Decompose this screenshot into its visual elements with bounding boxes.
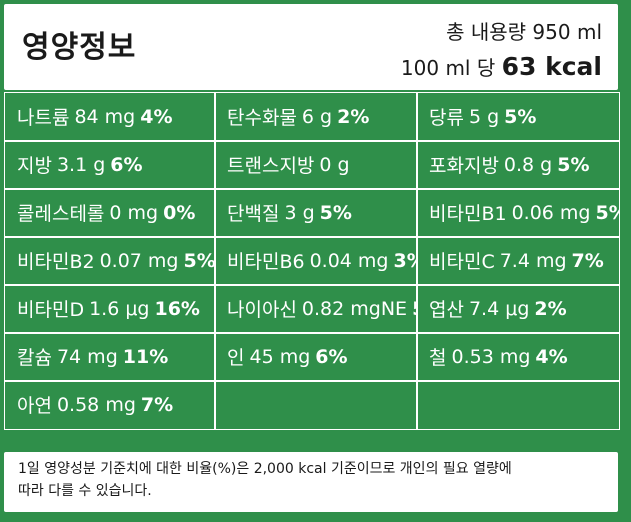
nutrient-amount: 3.1 g [56, 153, 106, 176]
nutrient-cell: 철 0.53 mg 4% [416, 332, 620, 382]
nutrient-percent: 4% [140, 105, 173, 128]
nutrient-percent: 6% [110, 153, 143, 176]
nutrient-amount: 74 mg [56, 345, 118, 368]
nutrient-cell: 단백질 3 g 5% [214, 188, 418, 238]
nutrient-cell [214, 380, 418, 430]
nutrient-cell [416, 380, 620, 430]
nutrient-amount: 7.4 mg [499, 249, 567, 272]
nutrient-amount: 1.6 μg [89, 297, 150, 320]
nutrient-cell: 포화지방 0.8 g 5% [416, 140, 620, 190]
calories-value: 63 kcal [501, 52, 602, 81]
per-serving-calories: 100 ml 당 63 kcal [401, 52, 602, 81]
nutrient-cell: 당류 5 g 5% [416, 92, 620, 142]
nutrient-percent: 5% [557, 153, 590, 176]
nutrient-percent: 5% [183, 249, 216, 272]
nutrient-amount: 6 g [301, 105, 333, 128]
nutrient-amount: 0.06 mg [511, 201, 591, 224]
per-serving-prefix: 100 ml 당 [400, 56, 496, 80]
nutrient-percent: 4% [535, 345, 568, 368]
nutrient-name: 트랜스지방 [227, 155, 315, 178]
nutrient-cell: 비타민C 7.4 mg 7% [416, 236, 620, 286]
nutrient-amount: 0.04 mg [309, 249, 389, 272]
nutrient-name: 아연 [17, 395, 52, 418]
nutrient-grid: 나트륨 84 mg 4% 탄수화물 6 g 2% 당류 5 g 5% 지방 3.1 g 6% 트랜스지방… [4, 92, 620, 430]
nutrient-name: 나이아신 [227, 299, 297, 322]
nutrient-name: 칼슘 [17, 347, 52, 370]
nutrient-name: 철 [429, 347, 447, 370]
nutrient-name: 비타민B6 [227, 251, 305, 274]
nutrient-cell: 비타민D 1.6 μg 16% [4, 284, 216, 334]
nutrient-name: 탄수화물 [227, 107, 297, 130]
nutrient-amount: 0 g [319, 153, 350, 176]
nutrient-amount: 7.4 μg [468, 297, 530, 320]
nutrient-percent: 7% [140, 393, 174, 416]
nutrient-percent: 16% [154, 297, 200, 320]
nutrient-percent: 5% [319, 201, 352, 224]
nutrient-name: 비타민D [17, 299, 85, 322]
nutrient-name: 콜레스테롤 [17, 203, 105, 226]
nutrient-amount: 0.8 g [503, 153, 553, 176]
nutrient-cell: 트랜스지방 0 g [214, 140, 418, 190]
nutrient-name: 단백질 [227, 203, 280, 226]
nutrient-cell: 탄수화물 6 g 2% [214, 92, 418, 142]
nutrient-cell: 지방 3.1 g 6% [4, 140, 216, 190]
nutrient-cell: 나트륨 84 mg 4% [4, 92, 216, 142]
footnote-line-2: 따라 다를 수 있습니다. [18, 483, 152, 499]
nutrient-percent: 5% [412, 298, 416, 320]
nutrient-cell: 비타민B2 0.07 mg 5% [4, 236, 216, 286]
nutrient-cell: 콜레스테롤 0 mg 0% [4, 188, 216, 238]
nutrient-percent: 2% [337, 105, 370, 128]
nutrient-amount: 0.82 mgNE [301, 297, 408, 320]
nutrient-amount: 5 g [468, 105, 500, 128]
nutrient-name: 지방 [17, 155, 52, 178]
nutrient-name: 인 [227, 347, 245, 370]
nutrient-amount: 0.58 mg [56, 393, 136, 416]
nutrient-amount: 0 mg [109, 201, 159, 224]
nutrient-percent: 0% [163, 201, 196, 224]
nutrient-name: 비타민B2 [17, 251, 95, 274]
nutrition-header: 영양정보 총 내용량 950 ml 100 ml 당 63 kcal [4, 4, 618, 90]
nutrition-title: 영양정보 [22, 30, 137, 65]
nutrient-name: 포화지방 [429, 155, 499, 178]
nutrient-percent: 3% [393, 249, 417, 272]
nutrient-name: 비타민C [429, 251, 495, 274]
nutrient-percent: 7% [571, 249, 604, 272]
nutrient-name: 엽산 [429, 299, 464, 322]
nutrient-percent: 2% [534, 297, 567, 320]
nutrient-cell: 아연 0.58 mg 7% [4, 380, 216, 430]
nutrient-cell: 엽산 7.4 μg 2% [416, 284, 620, 334]
nutrient-percent: 11% [122, 345, 169, 368]
nutrient-name: 비타민B1 [429, 203, 507, 226]
total-volume: 총 내용량 950 ml [446, 20, 602, 44]
nutrient-percent: 6% [315, 345, 348, 368]
footnote: 1일 영양성분 기준치에 대한 비율(%)은 2,000 kcal 기준이므로 … [4, 452, 618, 512]
nutrient-name: 당류 [429, 107, 464, 130]
nutrient-cell: 인 45 mg 6% [214, 332, 418, 382]
nutrient-amount: 3 g [284, 201, 315, 224]
footnote-line-1: 1일 영양성분 기준치에 대한 비율(%)은 2,000 kcal 기준이므로 … [18, 461, 512, 477]
nutrient-cell: 칼슘 74 mg 11% [4, 332, 216, 382]
nutrient-percent: 5% [504, 105, 537, 128]
nutrient-name: 나트륨 [17, 107, 70, 130]
nutrient-amount: 0.53 mg [451, 345, 531, 368]
nutrient-amount: 45 mg [249, 345, 311, 368]
nutrient-amount: 84 mg [74, 105, 136, 128]
nutrient-amount: 0.07 mg [99, 249, 179, 272]
nutrient-percent: 5% [595, 201, 619, 224]
